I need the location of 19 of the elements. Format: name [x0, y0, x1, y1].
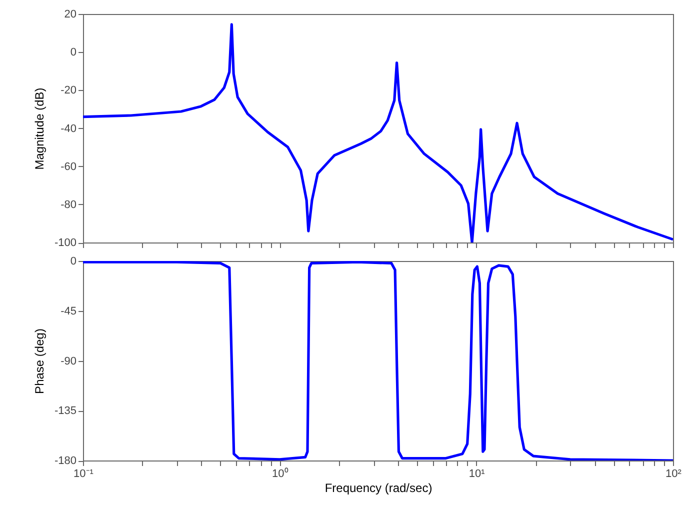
y-tick-label: 0: [70, 256, 76, 268]
y-tick-label: -45: [60, 305, 76, 318]
y-tick-label: 20: [64, 8, 76, 20]
y-tick-label: -100: [54, 237, 76, 249]
x-tick-label: 10⁻¹: [74, 468, 94, 480]
y-axis-title: Phase (deg): [32, 328, 46, 394]
x-tick-label: 10⁰: [272, 467, 288, 480]
x-tick-label: 10²: [666, 468, 682, 480]
y-tick-label: -90: [60, 355, 76, 368]
y-axis-title: Magnitude (dB): [32, 88, 46, 170]
y-tick-label: 0: [70, 46, 76, 59]
x-tick-label: 10¹: [468, 468, 486, 480]
y-tick-label: -40: [60, 122, 76, 135]
y-tick-label: -20: [60, 84, 76, 97]
y-tick-label: -180: [54, 455, 76, 467]
x-axis-title: Frequency (rad/sec): [324, 481, 432, 495]
y-tick-label: -60: [60, 160, 76, 173]
y-tick-label: -135: [54, 405, 76, 418]
y-tick-label: -80: [60, 198, 76, 211]
